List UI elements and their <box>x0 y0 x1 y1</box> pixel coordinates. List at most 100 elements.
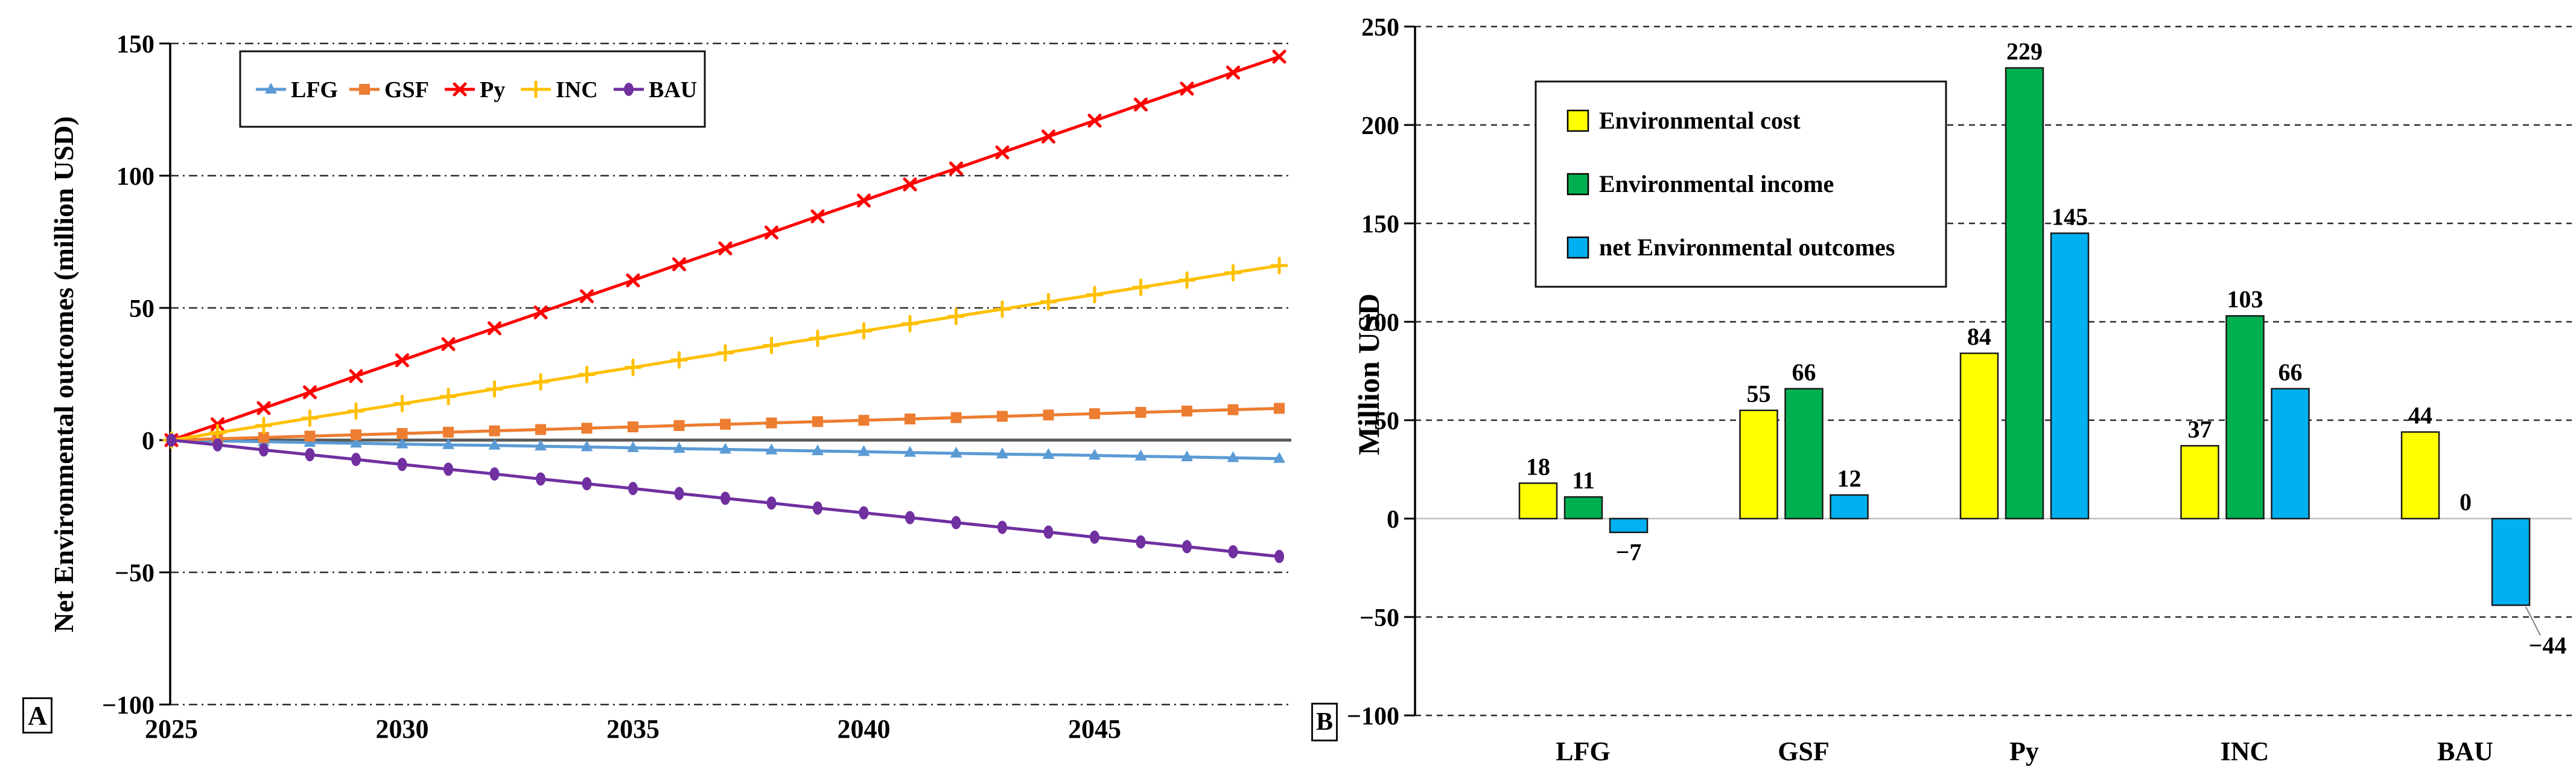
legend-label: Environmental cost <box>1599 107 1801 134</box>
triangle-marker <box>719 443 731 454</box>
y-tick-label: 100 <box>116 163 154 191</box>
ellipse-marker <box>1182 540 1192 554</box>
x-tick-label: 2045 <box>1068 714 1121 744</box>
ellipse-marker <box>305 448 315 462</box>
bar-value-label: 145 <box>2052 203 2088 230</box>
triangle-marker <box>950 446 962 458</box>
x-tick-label: 2040 <box>838 714 891 744</box>
x-marker <box>395 353 409 368</box>
y-tick-label: −50 <box>115 560 154 587</box>
ellipse-marker <box>1090 530 1099 544</box>
triangle-marker <box>812 444 824 455</box>
bar-INC-Environmental cost <box>2180 445 2219 520</box>
y-tick-label: −100 <box>1347 703 1399 731</box>
category-label: INC <box>2221 737 2269 766</box>
bar-value-label: 84 <box>1967 323 1991 350</box>
x-marker <box>256 401 271 415</box>
legend-swatch <box>1566 173 1589 196</box>
square-marker <box>766 417 777 429</box>
x-marker <box>441 337 456 351</box>
triangle-marker <box>1181 450 1193 462</box>
x-marker <box>765 225 778 240</box>
bar-value-label: −44 <box>2529 632 2567 659</box>
legend-label: LFG <box>291 77 338 103</box>
x-marker <box>1087 114 1102 128</box>
triangle-marker <box>904 446 916 457</box>
square-marker <box>1274 403 1285 414</box>
bar-value-label: 37 <box>2188 415 2212 443</box>
square-marker <box>304 430 316 442</box>
ellipse-marker <box>766 496 777 510</box>
bar-INC-Environmental income <box>2225 315 2265 520</box>
bar-Py-Environmental cost <box>1959 352 1999 520</box>
bar-value-label: 229 <box>2006 37 2043 65</box>
bar-Py-net Environmental outcomes <box>2050 232 2090 520</box>
panel-b-bar-chart: 250 200 150 100 50 0 −50 −100 LFG 18 11 −7 GSF 55 66 12… <box>1347 14 2572 766</box>
bar-value-label: 44 <box>2408 402 2432 429</box>
x-marker <box>718 241 733 255</box>
panel-b-y-axis-title: Million USD <box>1352 293 1385 456</box>
bar-value-label: 12 <box>1837 465 1862 492</box>
series-BAU <box>167 433 1284 563</box>
y-tick-label: 150 <box>1361 211 1399 238</box>
ellipse-marker <box>259 443 269 457</box>
bar-GSF-net Environmental outcomes <box>1830 494 1869 520</box>
square-marker <box>581 423 593 434</box>
legend-swatch <box>1566 109 1589 132</box>
ellipse-marker <box>628 482 638 496</box>
square-marker <box>673 420 685 431</box>
legend-label: GSF <box>384 77 429 103</box>
bar-value-label: 66 <box>2279 359 2303 386</box>
y-tick-label: 150 <box>116 31 154 59</box>
legend-box <box>1534 80 1947 288</box>
ellipse-marker <box>1136 535 1146 549</box>
x-marker <box>810 209 825 223</box>
bar-value-label: 0 <box>2460 488 2472 516</box>
ellipse-marker <box>997 520 1007 534</box>
triangle-marker <box>488 438 501 450</box>
x-marker <box>1226 65 1240 80</box>
x-marker <box>1134 97 1148 112</box>
x-tick-label: 2030 <box>376 714 429 744</box>
y-tick-label: 100 <box>1361 309 1399 337</box>
triangle-marker <box>1273 452 1285 463</box>
triangle-marker <box>1042 448 1055 459</box>
x-marker <box>1042 129 1055 144</box>
ellipse-marker <box>167 433 176 447</box>
square-marker <box>720 418 731 430</box>
panel-a-y-axis-title: Net Environmental outcomes (million USD) <box>48 116 79 633</box>
bar-INC-net Environmental outcomes <box>2271 388 2310 520</box>
panel-a-legend: LFG GSF Py INC BAU <box>239 50 706 128</box>
triangle-marker <box>1134 449 1147 461</box>
bar-value-label: 18 <box>1526 453 1550 480</box>
square-marker <box>1089 408 1100 420</box>
ellipse-marker <box>397 458 407 472</box>
bar-LFG-Environmental income <box>1563 496 1603 520</box>
ellipse-marker <box>905 511 915 525</box>
ellipse-marker <box>859 506 869 520</box>
square-marker <box>351 429 361 441</box>
ellipse-marker <box>212 438 223 452</box>
x-marker <box>349 369 363 383</box>
triangle-marker <box>265 83 277 94</box>
square-marker <box>258 432 269 443</box>
bar-BAU-net Environmental outcomes <box>2491 517 2531 606</box>
category-label: LFG <box>1556 737 1610 766</box>
square-marker <box>359 84 370 95</box>
x-tick-label: 2025 <box>145 714 198 744</box>
y-tick-label: −50 <box>1360 604 1399 632</box>
y-tick-label: 0 <box>1387 506 1399 534</box>
ellipse-marker <box>813 501 822 515</box>
category-label: Py <box>2009 737 2039 766</box>
bar-value-label: 103 <box>2227 286 2263 313</box>
x-tick-label: 2035 <box>606 714 660 744</box>
ellipse-marker <box>1043 525 1054 539</box>
triangle-marker <box>580 440 593 452</box>
x-marker <box>488 321 501 336</box>
bar-LFG-net Environmental outcomes <box>1609 517 1649 534</box>
x-marker <box>949 161 963 176</box>
ellipse-marker <box>582 477 592 491</box>
panel-b-legend: Environmental cost Environmental income ne… <box>1534 80 1947 288</box>
panel-b-tag: B <box>1311 703 1338 741</box>
